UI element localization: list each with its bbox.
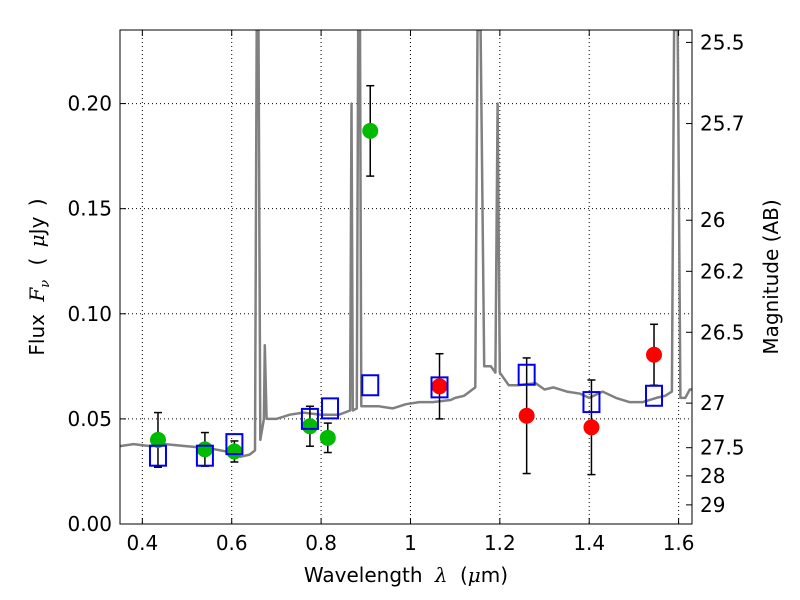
green-points-marker — [301, 418, 318, 435]
mag-tick-label: 25.7 — [700, 112, 745, 136]
green-points-marker — [196, 441, 213, 458]
model-bands-marker — [225, 433, 244, 456]
green-points-marker — [149, 431, 166, 448]
model-bands-marker — [645, 384, 664, 407]
y-tick-label: 0.20 — [67, 92, 112, 116]
x-tick-label: 0.4 — [126, 531, 158, 555]
x-tick-label: 1 — [404, 531, 417, 555]
red-points-marker — [431, 378, 448, 395]
y-tick-label: 0.00 — [67, 512, 112, 536]
x-tick-label: 0.6 — [216, 531, 248, 555]
model-spectrum-line — [120, 30, 692, 458]
model-bands-marker — [361, 374, 380, 397]
axis-ticks: 0.4 0.6 0.8 1 1.2 1.4 1.6 0.00 0.05 0.10 0.15 0.20 2… — [67, 30, 745, 555]
model-bands-marker — [321, 397, 340, 420]
y-tick-label: 0.05 — [67, 407, 112, 431]
x-tick-label: 1.6 — [663, 531, 695, 555]
model-bands-marker — [148, 444, 167, 467]
model-spectrum-layer — [120, 30, 692, 458]
right-axis-label: Magnitude (AB) — [759, 199, 783, 354]
mag-tick-label: 26.5 — [700, 320, 745, 344]
mag-tick-label: 27.5 — [700, 436, 745, 460]
x-axis-label: Wavelength λ (μm) — [304, 563, 508, 587]
data-points-layer — [148, 84, 664, 476]
mag-tick-label: 28 — [700, 464, 725, 488]
y-tick-label: 0.15 — [67, 197, 112, 221]
plot-frame — [119, 29, 693, 525]
mag-tick-label: 25.5 — [700, 30, 745, 54]
model-bands-marker — [517, 363, 536, 386]
model-bands-marker — [582, 391, 601, 414]
x-tick-label: 0.8 — [305, 531, 337, 555]
mag-tick-label: 29 — [700, 493, 725, 517]
model-bands-marker — [195, 444, 214, 467]
x-tick-label: 1.4 — [573, 531, 605, 555]
model-bands-marker — [430, 376, 449, 399]
mag-tick-label: 27 — [700, 391, 725, 415]
x-tick-label: 1.2 — [484, 531, 516, 555]
green-points-marker — [319, 429, 336, 446]
red-points-marker — [518, 407, 535, 424]
model-bands-marker — [300, 407, 319, 430]
green-points-marker — [226, 443, 243, 460]
green-points-marker — [362, 122, 379, 139]
mag-tick-label: 26 — [700, 208, 725, 232]
y-tick-label: 0.10 — [67, 302, 112, 326]
red-points-marker — [583, 419, 600, 436]
red-points-marker — [646, 346, 663, 363]
y-axis-label: Flux Fν ( μJy ) — [25, 198, 54, 355]
mag-tick-label: 26.2 — [700, 259, 745, 283]
